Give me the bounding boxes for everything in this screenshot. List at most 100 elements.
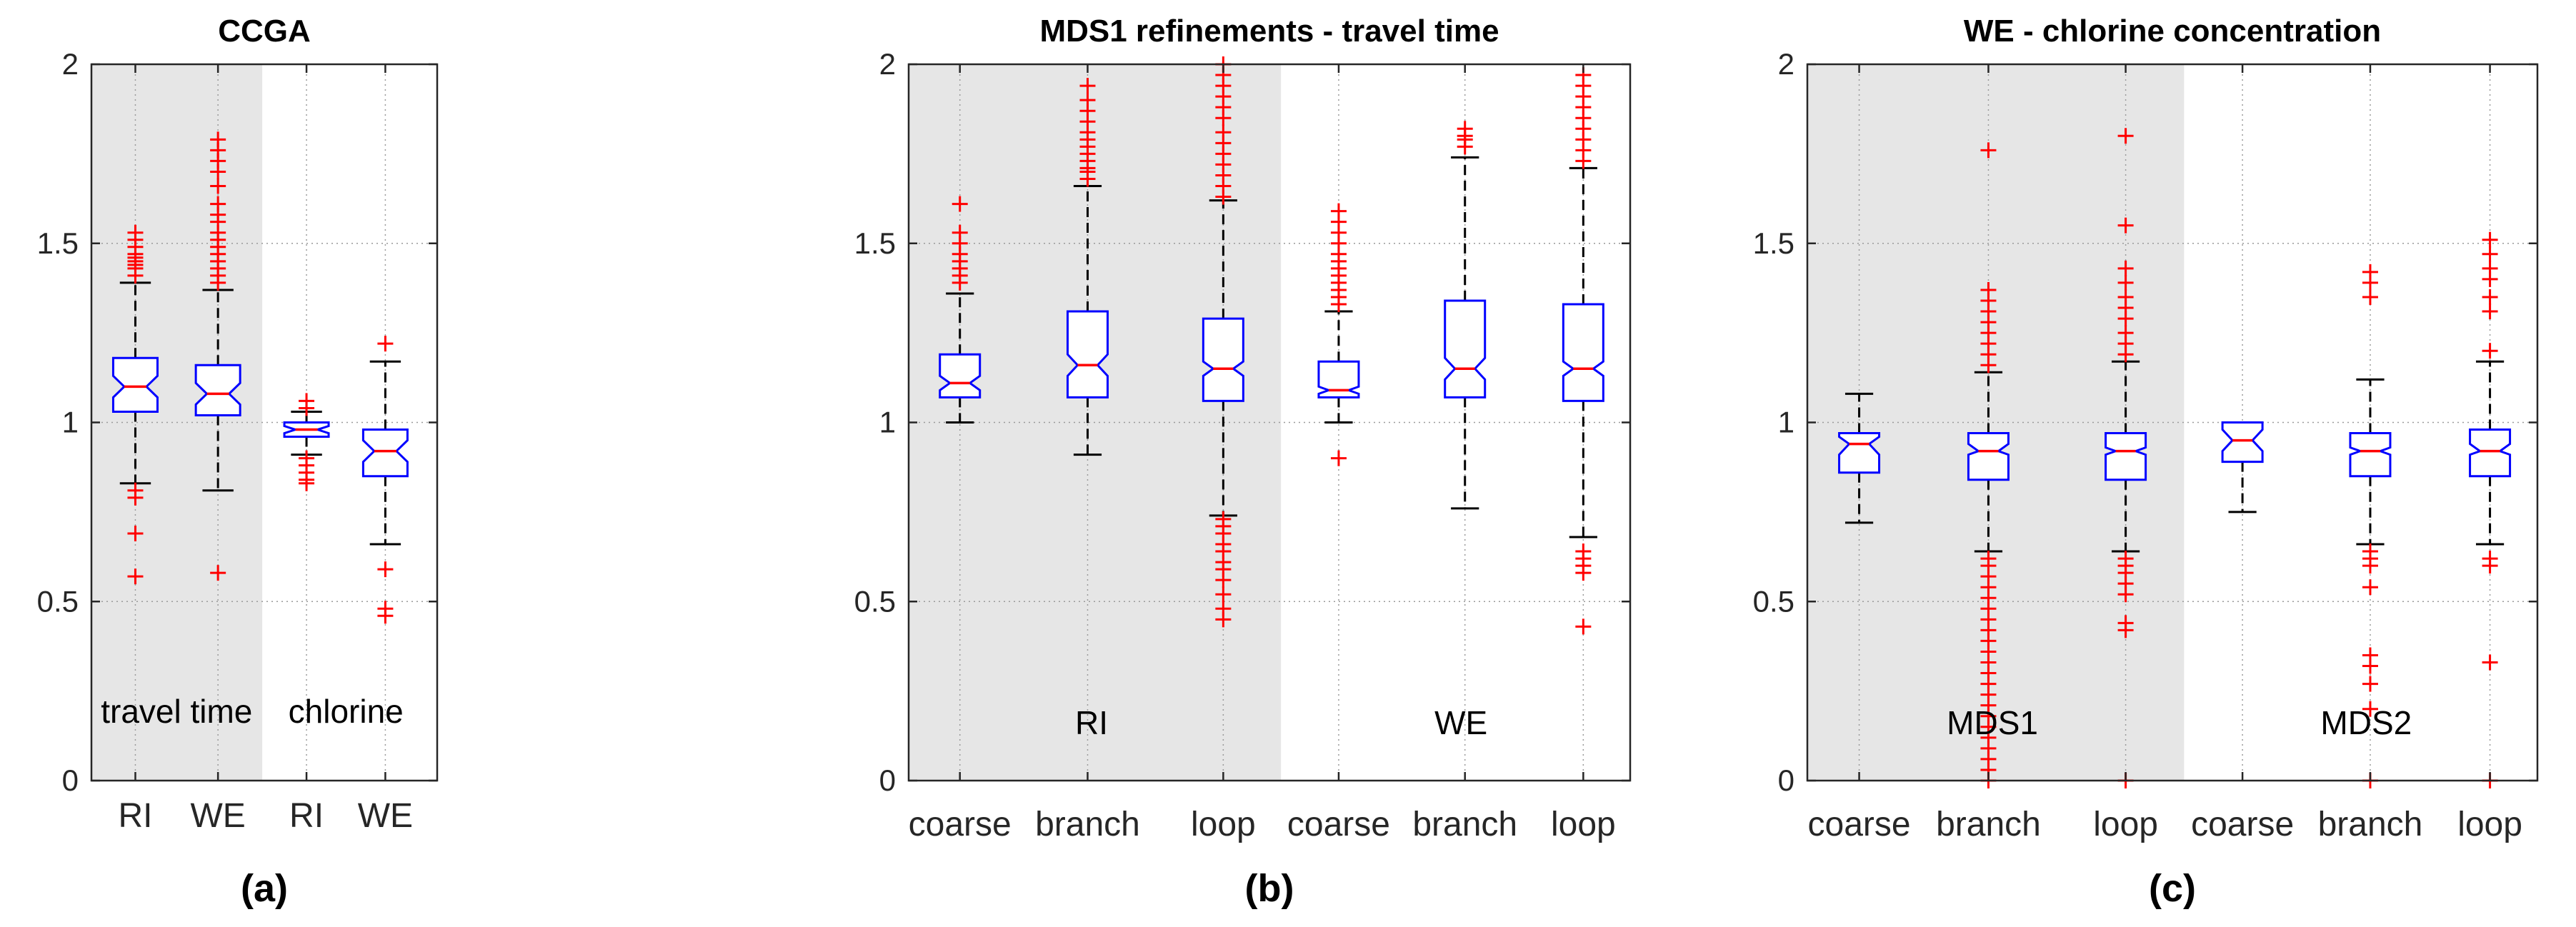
group-label: chlorine [289, 693, 404, 730]
outlier-marker [2482, 654, 2498, 671]
outlier-marker [2362, 289, 2378, 305]
x-tick-label: branch [1412, 806, 1517, 843]
y-tick-label: 1.5 [1753, 226, 1794, 260]
x-tick-label: branch [1936, 806, 2041, 843]
notched-box [2469, 429, 2512, 478]
outlier-marker [127, 568, 144, 585]
outlier-marker [952, 224, 968, 241]
box-coarse-1 [1317, 203, 1360, 466]
outlier-marker [377, 336, 394, 352]
outlier-marker [2362, 676, 2378, 692]
outlier-marker [377, 561, 394, 578]
x-tick-label: coarse [1808, 806, 1911, 843]
group-label: RI [1075, 704, 1108, 741]
outlier-marker [299, 450, 315, 466]
outlier-marker [1980, 281, 1997, 298]
x-tick-label: branch [1035, 806, 1140, 843]
outlier-marker [2362, 579, 2378, 596]
box-WE-1 [361, 336, 409, 624]
x-tick-label: coarse [909, 806, 1012, 843]
outlier-marker [1330, 203, 1347, 219]
x-tick-label: loop [1551, 806, 1616, 843]
box-RI-0 [111, 224, 159, 585]
notched-box [2105, 432, 2147, 481]
outlier-marker [1215, 586, 1232, 603]
notched-box [2221, 421, 2264, 464]
box-coarse-0 [939, 196, 982, 424]
y-tick-label: 0 [1778, 763, 1794, 797]
outlier-marker [2482, 343, 2498, 359]
y-tick-label: 1 [1778, 406, 1794, 439]
chart-title: WE - chlorine concentration [1964, 14, 2381, 49]
notched-box [1967, 432, 2010, 481]
outlier-marker [1980, 142, 1997, 159]
panel-b: 0 0.5 1 1.5 2 coarse branch loop coarse branch loo… [854, 14, 1632, 910]
notched-box [939, 353, 982, 399]
y-tick-label: 0.5 [854, 584, 896, 618]
outlier-marker [2117, 615, 2134, 631]
outlier-marker [1980, 551, 1997, 567]
outlier-marker [1079, 78, 1096, 94]
outlier-marker [210, 196, 226, 212]
notched-box [361, 429, 409, 478]
panel-a: 0 0.5 1 1.5 2 RI WE RI WE travel time chlorine CCGA… [37, 14, 439, 910]
notched-box [1202, 317, 1244, 402]
outlier-marker [2362, 543, 2378, 560]
outlier-marker [1575, 618, 1592, 635]
outlier-marker [1215, 601, 1232, 617]
notched-box [1838, 432, 1881, 474]
box-loop-0 [2105, 128, 2147, 788]
x-tick-label: loop [2457, 806, 2522, 843]
outlier-marker [2117, 260, 2134, 276]
outlier-marker [299, 393, 315, 409]
outlier-marker [2482, 289, 2498, 305]
notched-box [2349, 432, 2392, 478]
outlier-marker [2117, 551, 2134, 567]
outlier-marker [2362, 264, 2378, 280]
outlier-marker [1079, 92, 1096, 109]
outlier-marker [2482, 551, 2498, 567]
y-tick-label: 0.5 [37, 584, 79, 618]
x-tick-label: RI [118, 797, 152, 835]
outlier-marker [2117, 128, 2134, 144]
y-tick-label: 2 [1778, 47, 1794, 81]
outlier-marker [127, 224, 144, 241]
panel-caption: (a) [241, 867, 288, 910]
panel-c: 0 0.5 1 1.5 2 coarse branch loop coarse branch loo… [1753, 14, 2539, 910]
box-RI-1 [283, 393, 330, 491]
y-tick-label: 1.5 [37, 226, 79, 260]
x-tick-label: coarse [2191, 806, 2294, 843]
box-loop-0 [1202, 56, 1244, 628]
outlier-marker [1457, 121, 1473, 137]
outlier-marker [2362, 701, 2378, 717]
x-tick-label: WE [190, 797, 245, 835]
outlier-marker [1575, 543, 1592, 560]
outlier-marker [210, 178, 226, 194]
box-loop-1 [1562, 67, 1604, 635]
outlier-marker [2117, 274, 2134, 291]
x-tick-label: loop [2093, 806, 2158, 843]
panel-caption: (b) [1245, 867, 1294, 910]
outlier-marker [2482, 304, 2498, 320]
panel-caption: (c) [2149, 867, 2196, 910]
group-label: MDS2 [2320, 704, 2412, 741]
x-tick-label: branch [2318, 806, 2423, 843]
outlier-marker [210, 565, 226, 581]
x-tick-label: RI [289, 797, 324, 835]
x-tick-label: loop [1191, 806, 1256, 843]
notched-box [1066, 310, 1109, 399]
outlier-marker [2482, 260, 2498, 276]
outlier-marker [2117, 325, 2134, 341]
group-label: travel time [101, 693, 252, 730]
outlier-marker [2362, 647, 2378, 663]
outlier-marker [127, 482, 144, 498]
y-tick-label: 2 [62, 47, 79, 81]
notched-box [1444, 299, 1487, 399]
chart-title: CCGA [218, 14, 311, 49]
outlier-marker [1215, 124, 1232, 141]
outlier-marker [2482, 231, 2498, 248]
outlier-marker [2482, 246, 2498, 262]
x-tick-label: coarse [1287, 806, 1390, 843]
group-label: MDS1 [1947, 704, 2038, 741]
